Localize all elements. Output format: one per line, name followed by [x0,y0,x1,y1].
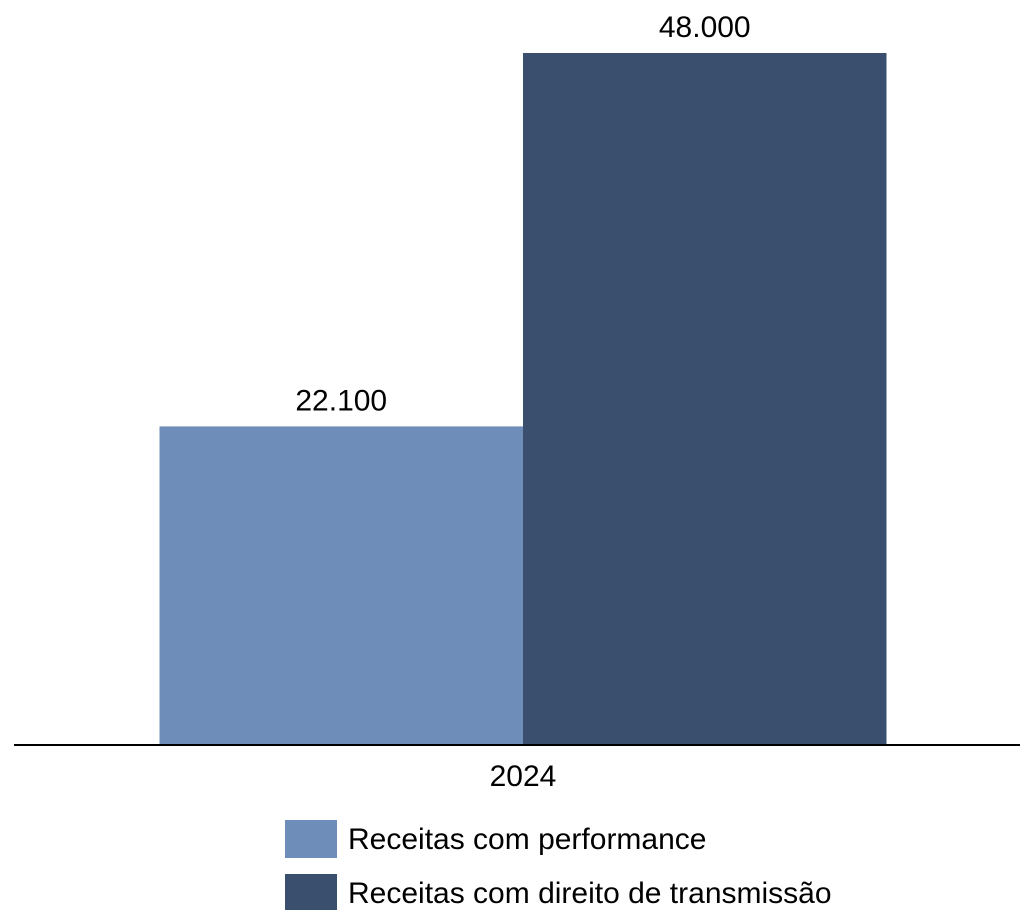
bar [159,426,523,745]
legend-label: Receitas com direito de transmissão [348,877,832,910]
x-tick-label: 2024 [490,760,557,793]
bar [523,53,887,745]
legend-swatch [285,820,337,858]
value-label: 48.000 [659,11,751,44]
value-label: 22.100 [295,384,387,417]
legend-swatch [285,874,337,910]
legend-label: Receitas com performance [348,823,706,856]
